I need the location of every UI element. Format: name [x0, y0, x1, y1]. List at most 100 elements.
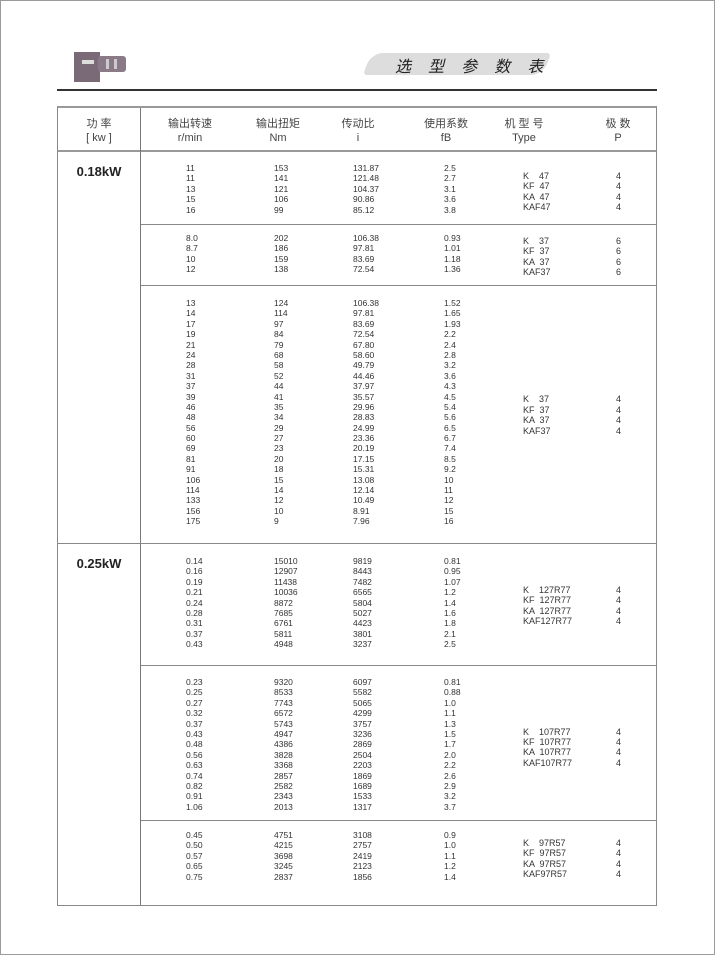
- cell-ratio: 5027: [353, 607, 372, 618]
- cell-poles: 4: [616, 848, 622, 859]
- cell-poles: 4: [616, 747, 622, 758]
- cell-torque: 18: [274, 464, 284, 475]
- cell-type: KF 127R77: [523, 595, 572, 606]
- cell-poles: 4: [616, 425, 622, 436]
- cell-service-factor: 1.1: [444, 850, 456, 861]
- cell-service-factor: 3.1: [444, 183, 456, 194]
- cell-torque: 4215: [274, 840, 293, 851]
- cell-ratio: 85.12: [353, 204, 375, 215]
- header-label: 机 型 号: [504, 118, 544, 130]
- cell-poles: 4: [616, 726, 622, 737]
- header-unit: r/min: [177, 132, 203, 144]
- cell-type: K 37: [523, 235, 550, 246]
- cell-speed: 0.32: [186, 708, 203, 719]
- cell-speed: 10: [186, 253, 196, 264]
- cell-service-factor: 7.4: [444, 443, 456, 454]
- type-row: K 37 4: [141, 394, 656, 404]
- cell-poles: 4: [616, 181, 622, 192]
- cell-torque: 159: [274, 253, 289, 264]
- cell-type: KAF37: [523, 266, 551, 277]
- cell-speed: 0.57: [186, 850, 203, 861]
- cell-speed: 31: [186, 370, 196, 381]
- cell-torque: 97: [274, 318, 284, 329]
- cell-ratio: 97.81: [353, 308, 375, 319]
- cell-service-factor: 16: [444, 516, 454, 527]
- cell-type: K 47: [523, 171, 550, 181]
- cell-speed: 11: [186, 173, 195, 184]
- cell-torque: 7743: [274, 697, 293, 708]
- cell-ratio: 9819: [353, 556, 372, 566]
- cell-service-factor: 1.4: [444, 871, 456, 882]
- cell-torque: 2343: [274, 791, 293, 802]
- cell-service-factor: 1.2: [444, 861, 456, 872]
- cell-type: KAF37: [523, 425, 551, 436]
- cell-service-factor: 0.95: [444, 566, 461, 577]
- cell-ratio: 5804: [353, 597, 372, 608]
- cell-torque: 44: [274, 381, 284, 392]
- page-title: 选 型 参 数 表: [395, 57, 550, 76]
- cell-ratio: 37.97: [353, 381, 375, 392]
- cell-torque: 5811: [274, 628, 293, 639]
- cell-service-factor: 1.4: [444, 597, 456, 608]
- cell-poles: 4: [616, 394, 622, 405]
- cell-torque: 4751: [274, 830, 293, 840]
- power-label: 0.25kW: [76, 556, 122, 571]
- cell-speed: 28: [186, 360, 196, 371]
- table-header: 功 率 [ kw ] 输出转速 r/min 输出扭矩 Nm 传动比 i 使用系数 fB 机 型 号 T…: [58, 108, 656, 152]
- cell-speed: 0.45: [186, 830, 203, 840]
- cell-ratio: 83.69: [353, 253, 375, 264]
- cell-poles: 4: [616, 838, 622, 848]
- cell-service-factor: 2.6: [444, 770, 456, 781]
- cell-speed: 0.14: [186, 556, 203, 566]
- cell-service-factor: 3.8: [444, 204, 456, 215]
- cell-service-factor: 1.36: [444, 264, 461, 275]
- cell-ratio: 1689: [353, 780, 372, 791]
- cell-type: KA 47: [523, 191, 550, 202]
- cell-service-factor: 1.7: [444, 739, 456, 750]
- cell-type: K 107R77: [523, 726, 571, 737]
- cell-type: K 97R57: [523, 838, 566, 848]
- cell-service-factor: 0.81: [444, 556, 461, 566]
- cell-service-factor: 15: [444, 505, 454, 516]
- cell-torque: 138: [274, 264, 289, 275]
- cell-speed: 0.23: [186, 677, 203, 687]
- header-power: 功 率 [ kw ]: [54, 117, 144, 145]
- cell-service-factor: 3.6: [444, 194, 456, 205]
- cell-service-factor: 10: [444, 474, 454, 485]
- header-type: 机 型 号 Type: [479, 117, 569, 145]
- cell-torque: 68: [274, 349, 284, 360]
- cell-type: KAF97R57: [523, 869, 568, 880]
- cell-type: KAF107R77: [523, 757, 573, 768]
- header-label: 功 率: [86, 118, 112, 130]
- cell-ratio: 8.91: [353, 505, 370, 516]
- type-block: K 37 4 KF 37 4 KA 37 4 KAF37 4: [141, 394, 656, 436]
- cell-ratio: 67.80: [353, 339, 375, 350]
- cell-speed: 0.48: [186, 739, 203, 750]
- cell-torque: 202: [274, 233, 289, 243]
- header-unit: P: [614, 132, 622, 144]
- cell-ratio: 3108: [353, 830, 372, 840]
- cell-speed: 19: [186, 329, 196, 340]
- type-block: K 47 4 KF 47 4 KA 47 4 KAF47 4: [141, 171, 656, 213]
- cell-torque: 4948: [274, 639, 293, 650]
- cell-torque: 3698: [274, 850, 293, 861]
- cell-service-factor: 3.7: [444, 801, 456, 812]
- cell-ratio: 2757: [353, 840, 372, 851]
- type-row: KF 37 6: [141, 246, 656, 256]
- cell-torque: 41: [274, 391, 284, 402]
- cell-speed: 13: [186, 298, 196, 308]
- cell-type: KF 47: [523, 181, 550, 192]
- cell-speed: 0.50: [186, 840, 203, 851]
- cell-poles: 6: [616, 266, 622, 277]
- header-service-factor: 使用系数 fB: [401, 117, 491, 145]
- cell-torque: 27: [274, 433, 284, 444]
- cell-ratio: 7482: [353, 576, 372, 587]
- type-row: KAF37 6: [141, 267, 656, 277]
- cell-poles: 4: [616, 858, 622, 869]
- cell-ratio: 1317: [353, 801, 372, 812]
- cell-service-factor: 11: [444, 485, 453, 496]
- type-row: KA 37 6: [141, 257, 656, 267]
- cell-speed: 21: [186, 339, 196, 350]
- cell-speed: 17: [186, 318, 196, 329]
- table-section: 0.14 15010 9819 0.81 0.16 12907 8443 0.95 0.19 11…: [141, 543, 656, 666]
